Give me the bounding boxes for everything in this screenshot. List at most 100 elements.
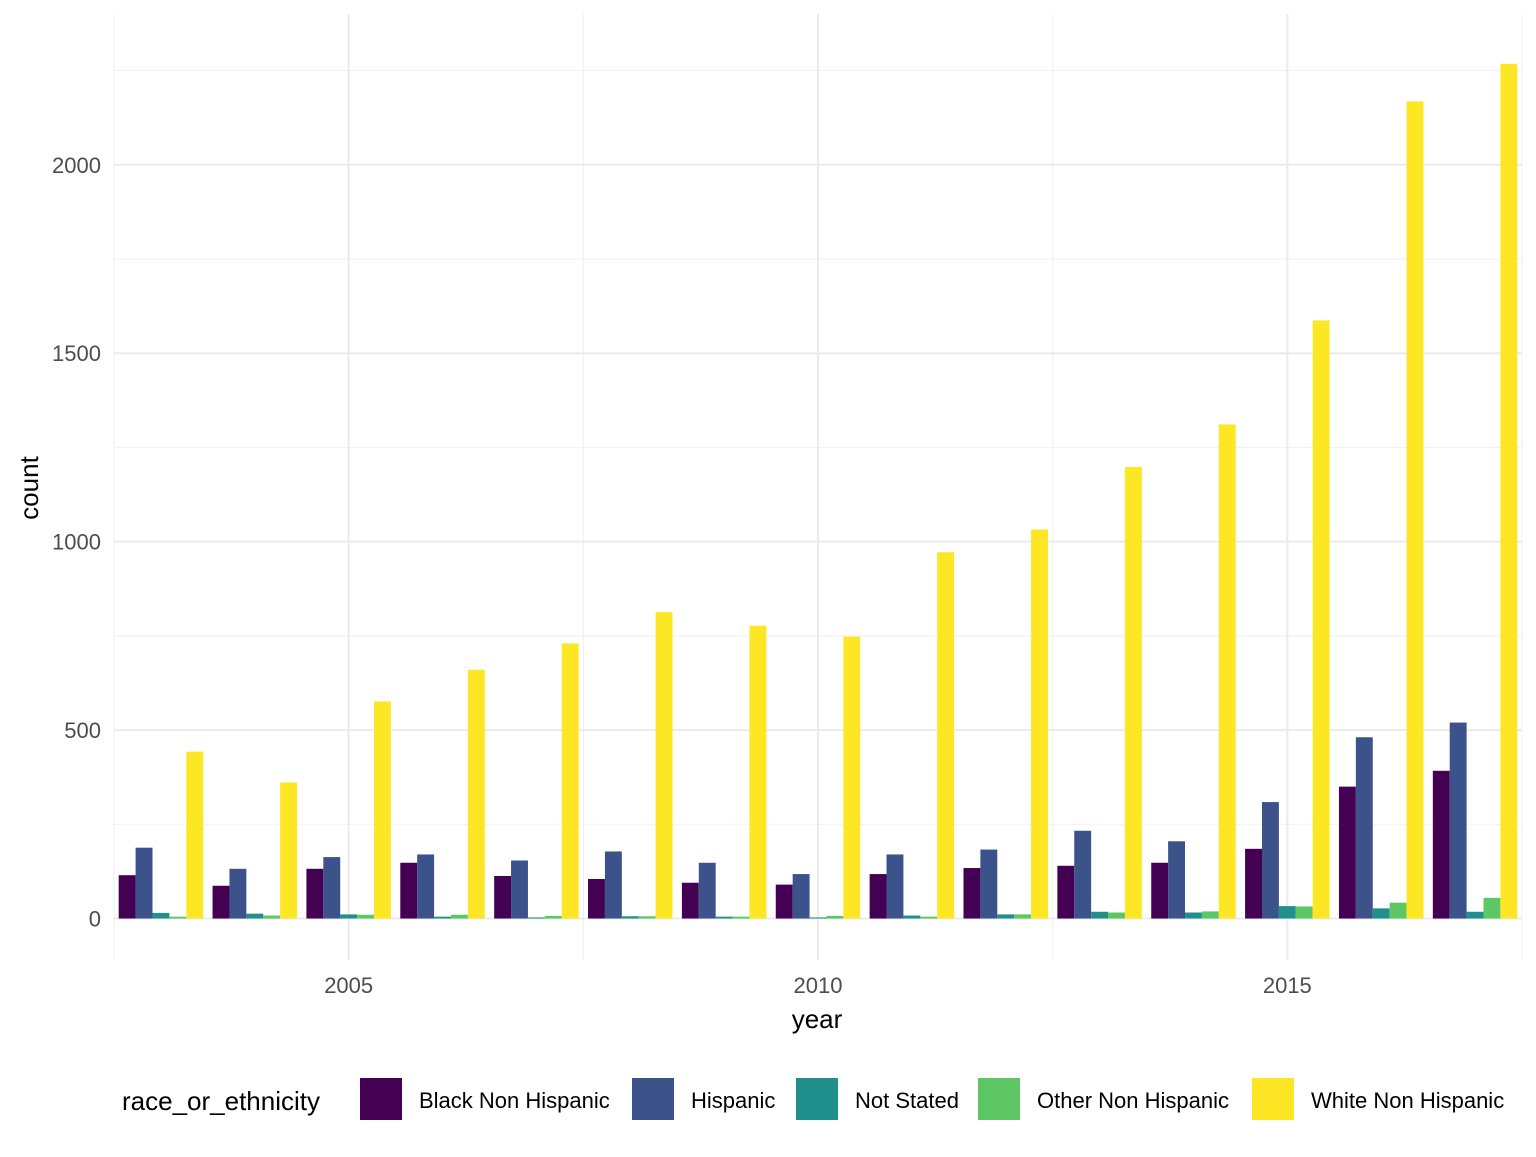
- bar: [826, 915, 844, 919]
- bar: [1500, 63, 1518, 919]
- bar: [1338, 786, 1356, 919]
- bar: [1108, 912, 1125, 919]
- bar: [280, 782, 298, 919]
- legend-key: [796, 1078, 838, 1120]
- y-axis-title: count: [14, 455, 44, 519]
- bar: [1218, 424, 1236, 919]
- bar: [980, 849, 998, 919]
- y-tick-label: 2000: [52, 153, 101, 178]
- bar: [169, 916, 187, 919]
- bar: [937, 552, 955, 919]
- bar: [1014, 914, 1032, 919]
- bar: [1245, 848, 1262, 919]
- bar: [417, 854, 435, 919]
- bar: [1074, 830, 1092, 919]
- legend-title: race_or_ethnicity: [122, 1086, 320, 1116]
- bar: [434, 916, 451, 919]
- bar: [1355, 737, 1373, 919]
- bar: [715, 916, 733, 919]
- legend: race_or_ethnicity Black Non Hispanic Hisp…: [122, 1078, 1504, 1120]
- bar: [306, 868, 324, 919]
- legend-label: Hispanic: [691, 1088, 775, 1113]
- bar: [340, 914, 358, 919]
- bar: [749, 625, 767, 919]
- bar: [1278, 906, 1296, 919]
- bar: [1295, 906, 1313, 919]
- x-axis-title: year: [792, 1004, 843, 1034]
- bar: [527, 917, 545, 919]
- bar: [843, 636, 861, 919]
- bar: [1091, 911, 1109, 919]
- bar-layer: [118, 63, 1518, 919]
- y-tick-label: 0: [89, 907, 101, 932]
- bar: [1031, 529, 1048, 919]
- bar: [809, 917, 827, 919]
- bar: [561, 643, 579, 919]
- bar: [357, 914, 375, 919]
- bar: [450, 914, 468, 919]
- bar: [655, 612, 673, 919]
- bar: [1406, 101, 1424, 919]
- legend-label: Not Stated: [855, 1088, 959, 1113]
- legend-key: [978, 1078, 1020, 1120]
- bar: [1261, 802, 1279, 919]
- bar: [374, 701, 391, 919]
- bar: [246, 913, 264, 919]
- tick-layer: 2005 2010 2015 0 500 1000 1500 2000: [52, 153, 1312, 998]
- bar: [698, 862, 716, 919]
- bar: [963, 868, 981, 919]
- y-tick-label: 1500: [52, 341, 101, 366]
- bar: [152, 912, 170, 919]
- bar: [1432, 770, 1450, 919]
- x-tick-label: 2005: [324, 973, 373, 998]
- x-tick-label: 2010: [794, 973, 843, 998]
- bar: [511, 860, 528, 919]
- bar: [467, 669, 485, 919]
- bar: [135, 847, 153, 919]
- x-tick-label: 2015: [1263, 973, 1312, 998]
- bar: [229, 868, 247, 919]
- bar: [997, 914, 1015, 919]
- bar: [1185, 912, 1202, 919]
- bar: [186, 751, 204, 919]
- legend-key: [360, 1078, 402, 1120]
- bar: [1483, 897, 1501, 919]
- bar: [494, 875, 512, 919]
- grid-layer: [113, 14, 1523, 960]
- bar: [903, 915, 921, 919]
- bar: [400, 862, 418, 919]
- bar: [1372, 908, 1390, 919]
- legend-key: [1252, 1078, 1294, 1120]
- bar: [1466, 911, 1484, 919]
- bar: [886, 854, 904, 919]
- bar: [263, 915, 281, 919]
- bar: [1057, 865, 1075, 919]
- bar: [118, 875, 136, 919]
- bar: [638, 916, 656, 919]
- bar: [920, 916, 938, 919]
- bar: [869, 874, 887, 919]
- bar: [792, 874, 810, 919]
- bar: [621, 916, 639, 919]
- legend-key: [632, 1078, 674, 1120]
- y-tick-label: 500: [64, 718, 101, 743]
- bar: [588, 878, 605, 919]
- bar: [604, 851, 622, 919]
- y-tick-label: 1000: [52, 530, 101, 555]
- bar: [212, 885, 230, 919]
- bar: [1201, 911, 1219, 919]
- bar: [732, 916, 750, 919]
- legend-label: Other Non Hispanic: [1037, 1088, 1229, 1113]
- bar: [1124, 467, 1142, 919]
- bar: [1389, 902, 1407, 919]
- bar: [1151, 862, 1169, 919]
- bar: [1168, 841, 1186, 919]
- bar: [544, 915, 562, 919]
- bar: [1449, 722, 1467, 919]
- bar: [1312, 320, 1330, 919]
- legend-label: White Non Hispanic: [1311, 1088, 1504, 1113]
- legend-label: Black Non Hispanic: [419, 1088, 610, 1113]
- bar: [775, 884, 793, 919]
